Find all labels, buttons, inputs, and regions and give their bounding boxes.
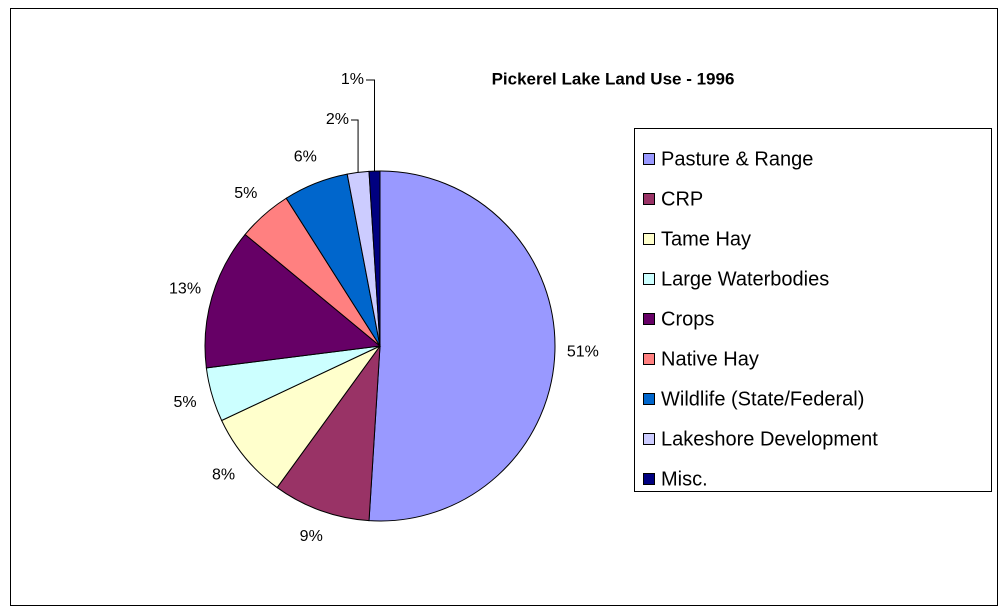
legend-swatch <box>643 153 655 165</box>
pie-slice <box>276 344 381 522</box>
legend-swatch <box>643 313 655 325</box>
legend-label: Misc. <box>661 468 708 490</box>
legend-swatch <box>643 193 655 205</box>
legend-swatch <box>643 393 655 405</box>
slice-label: 9% <box>300 528 323 545</box>
legend-swatch <box>643 433 655 445</box>
slice-label: 8% <box>212 467 235 484</box>
pie-slice <box>368 170 556 522</box>
slice-label: 13% <box>169 281 201 298</box>
legend-label: Pasture & Range <box>661 148 813 170</box>
legend-label: Lakeshore Development <box>661 428 878 450</box>
legend-box <box>634 128 992 492</box>
legend-label: Tame Hay <box>661 228 751 250</box>
legend-swatch <box>643 353 655 365</box>
legend-label: Large Waterbodies <box>661 268 829 290</box>
leader-line <box>366 79 376 172</box>
legend-swatch <box>643 273 655 285</box>
legend-label: CRP <box>661 188 703 210</box>
leader-line <box>351 119 359 173</box>
legend-label: Wildlife (State/Federal) <box>661 388 864 410</box>
slice-label: 2% <box>326 111 349 128</box>
slice-label: 1% <box>341 71 364 88</box>
pie-slice <box>204 233 382 369</box>
chart-title: Pickerel Lake Land Use - 1996 <box>492 69 735 88</box>
legend-swatch <box>643 473 655 485</box>
slice-label: 5% <box>173 394 196 411</box>
slice-label: 6% <box>294 148 317 165</box>
legend-swatch <box>643 233 655 245</box>
legend-label: Native Hay <box>661 348 759 370</box>
slice-label: 51% <box>567 344 599 361</box>
legend-label: Crops <box>661 308 714 330</box>
slice-label: 5% <box>234 185 257 202</box>
